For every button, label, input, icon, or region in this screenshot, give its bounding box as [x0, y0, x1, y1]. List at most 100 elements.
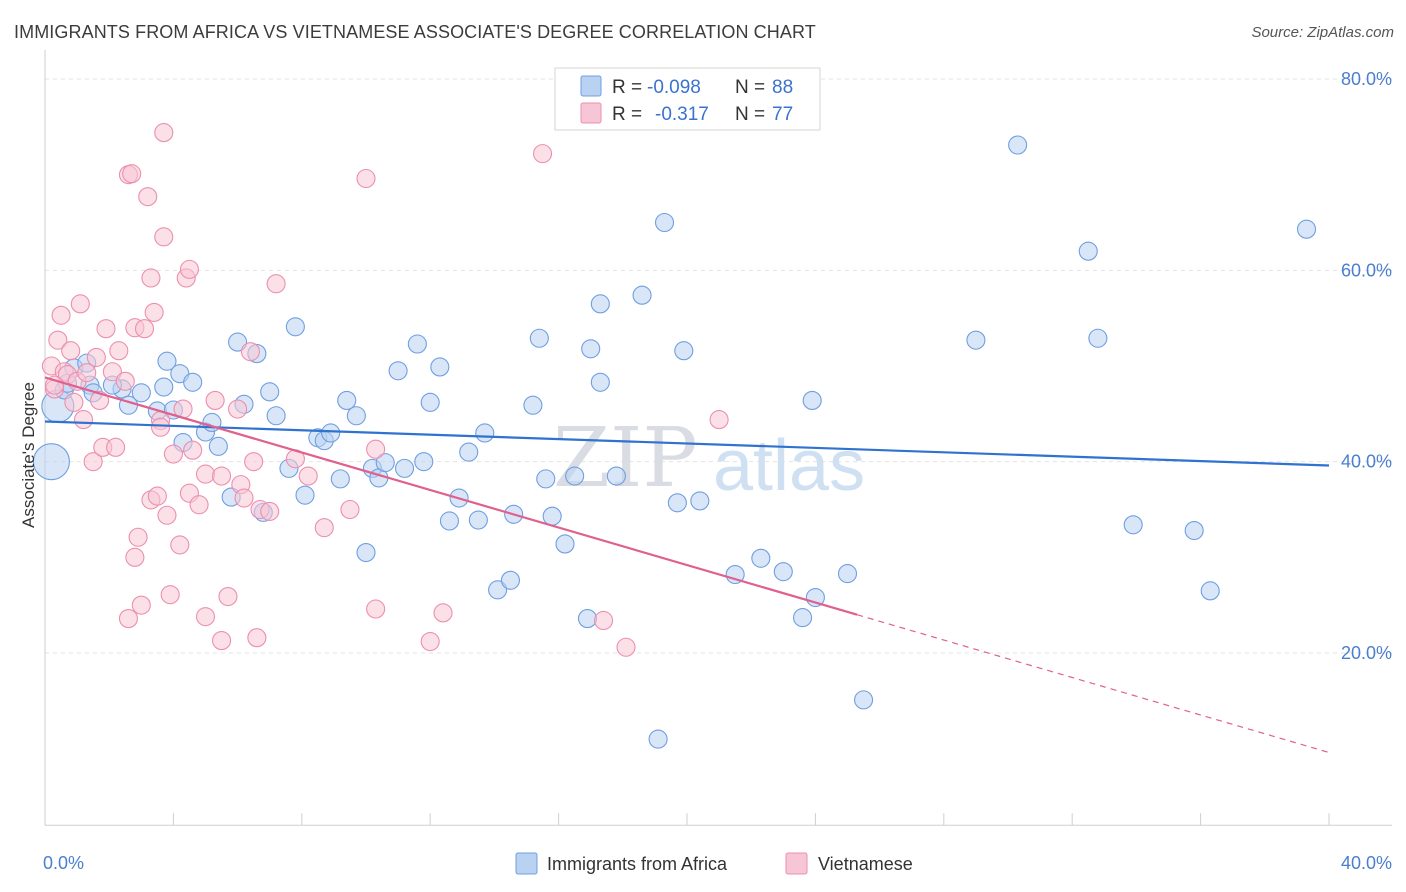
africa-point: [523, 395, 543, 415]
africa-point: [439, 511, 460, 531]
vietnamese-point: [125, 547, 145, 567]
africa-point: [1008, 135, 1028, 155]
africa-point: [1088, 328, 1108, 348]
africa-point: [266, 406, 286, 426]
africa-point: [632, 285, 652, 305]
africa-point: [773, 562, 793, 582]
africa-point: [690, 491, 710, 511]
africa-point: [468, 510, 488, 530]
vietnamese-point: [115, 371, 135, 391]
vietnamese-point: [86, 347, 106, 367]
africa-point: [430, 357, 450, 377]
vietnamese-point: [48, 330, 68, 350]
africa-point: [667, 493, 687, 513]
vietnamese-point: [298, 466, 318, 486]
africa-point: [1123, 515, 1143, 535]
legend-r-label-africa: R =: [612, 77, 642, 98]
vietnamese-point: [109, 341, 129, 361]
vietnamese-point: [51, 305, 71, 325]
africa-point: [356, 542, 376, 563]
vietnamese-point: [73, 410, 94, 430]
vietnamese-point: [340, 499, 360, 520]
y-axis-label: Associate's Degree: [19, 382, 38, 528]
africa-point: [330, 469, 350, 489]
vietnamese-point: [247, 628, 267, 648]
africa-point: [674, 341, 694, 361]
vietnamese-point: [134, 319, 155, 339]
africa-point: [32, 443, 70, 481]
africa-point: [802, 390, 822, 410]
trend-line-africa: [44, 420, 1330, 467]
vietnamese-point: [212, 466, 232, 486]
africa-point: [346, 406, 366, 426]
africa-point: [529, 328, 549, 348]
vietnamese-point: [218, 587, 238, 607]
africa-point: [131, 383, 151, 403]
axes: [44, 49, 1392, 826]
vietnamese-point: [144, 302, 164, 322]
vietnamese-point: [163, 444, 183, 464]
vietnamese-point: [433, 603, 453, 623]
vietnamese-point: [64, 392, 84, 412]
vietnamese-point: [170, 535, 190, 555]
africa-point: [260, 382, 280, 402]
bottom-legend: Immigrants from Africa Vietnamese: [515, 852, 913, 875]
africa-point: [581, 339, 601, 359]
africa-point: [459, 442, 479, 462]
vietnamese-point: [122, 164, 142, 184]
africa-point: [1184, 520, 1204, 541]
africa-point: [295, 485, 315, 505]
vietnamese-point: [189, 495, 209, 515]
africa-point: [590, 294, 610, 314]
bottom-legend-swatch-africa: [515, 852, 538, 875]
legend-r-value-africa: -0.098: [647, 77, 701, 98]
vietnamese-point: [118, 609, 139, 629]
africa-point: [183, 372, 203, 392]
africa-point: [488, 580, 508, 600]
africa-point: [1078, 241, 1098, 261]
trend-lines: [44, 376, 1330, 754]
vietnamese-point: [96, 319, 116, 339]
africa-point: [228, 332, 248, 352]
africa-point: [837, 564, 858, 584]
vietnamese-point: [61, 341, 81, 361]
vietnamese-point: [179, 259, 199, 279]
vietnamese-point: [244, 452, 264, 472]
africa-point: [793, 608, 813, 628]
africa-point: [475, 423, 495, 443]
legend-swatch-africa: [580, 75, 602, 97]
legend-n-label-vietnamese: N =: [735, 104, 765, 125]
vietnamese-point: [70, 294, 90, 314]
legend-swatch-vietnamese: [580, 102, 602, 124]
africa-point: [536, 469, 556, 489]
africa-point: [337, 390, 357, 410]
x-tick-label-min: 0.0%: [43, 853, 84, 873]
y-tick-label-3: 80.0%: [1341, 69, 1392, 89]
vietnamese-point: [234, 488, 254, 508]
bottom-legend-label-africa: Immigrants from Africa: [547, 854, 728, 874]
vietnamese-point: [151, 417, 171, 437]
africa-point: [394, 458, 415, 478]
africa-point: [606, 466, 626, 486]
vietnamese-point: [314, 518, 334, 538]
y-tick-label-1: 40.0%: [1341, 452, 1392, 472]
vietnamese-point: [195, 464, 216, 484]
vietnamese-point: [212, 631, 232, 651]
vietnamese-point: [356, 168, 376, 189]
africa-point: [414, 452, 434, 472]
africa-point: [157, 351, 177, 371]
watermark-atlas: atlas: [713, 426, 865, 506]
africa-point: [966, 330, 986, 350]
africa-point: [648, 729, 668, 749]
africa-point: [751, 548, 771, 568]
vietnamese-point: [83, 452, 103, 472]
africa-point: [654, 212, 675, 233]
vietnamese-point: [228, 399, 248, 419]
africa-point: [853, 690, 874, 710]
vietnamese-point: [266, 274, 286, 294]
legend-r-label-vietnamese: R =: [612, 104, 642, 125]
africa-point: [420, 392, 440, 412]
africa-point: [154, 377, 174, 397]
vietnamese-point: [157, 505, 177, 525]
